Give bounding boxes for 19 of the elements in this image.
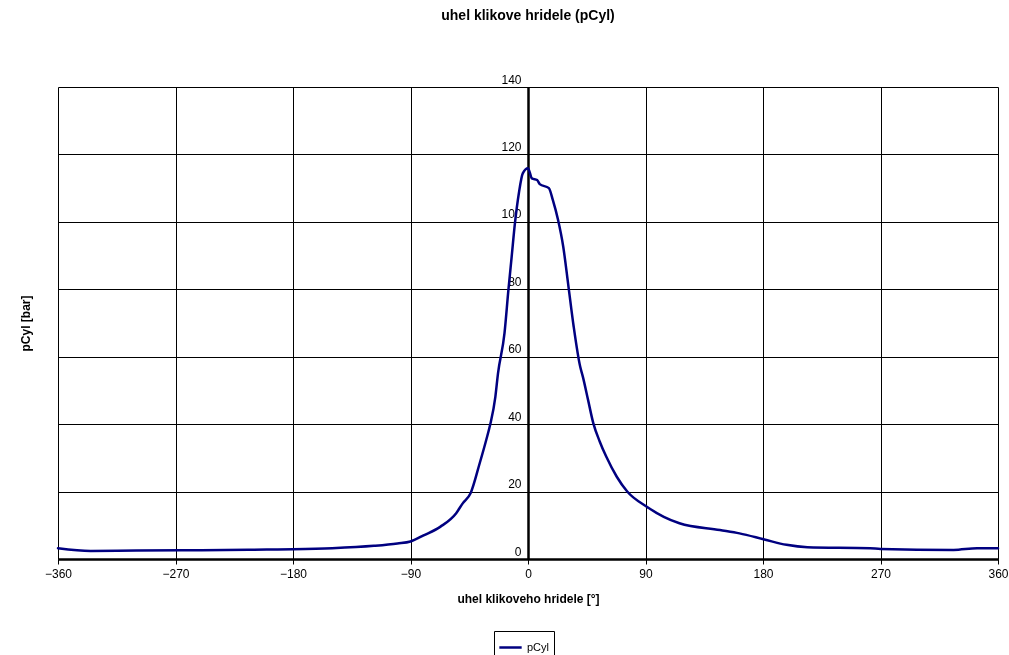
x-tick-label: 270 [870,566,892,581]
x-tick-label: −270 [162,566,190,581]
y-tick-label: 0 [514,544,522,559]
x-tick-label: 90 [639,566,653,581]
y-axis-title: pCyl [bar] [18,295,33,352]
x-tick-label: 360 [988,566,1009,581]
y-tick-label: 120 [501,139,522,154]
x-tick-label: −360 [44,566,73,581]
y-tick-label: 20 [508,477,522,492]
y-tick-label: 140 [501,72,522,87]
x-axis-title: uhel klikoveho hridele [°] [457,591,600,606]
x-tick-label: 0 [525,566,533,581]
x-tick-label: −180 [279,566,308,581]
legend-label: pCyl [527,640,550,653]
chart-title: uhel klikove hridele (pCyl) [441,7,615,23]
y-tick-label: 60 [508,342,522,357]
x-tick-label: −90 [400,566,422,581]
y-tick-label: 40 [508,409,522,424]
x-tick-label: 180 [753,566,774,581]
